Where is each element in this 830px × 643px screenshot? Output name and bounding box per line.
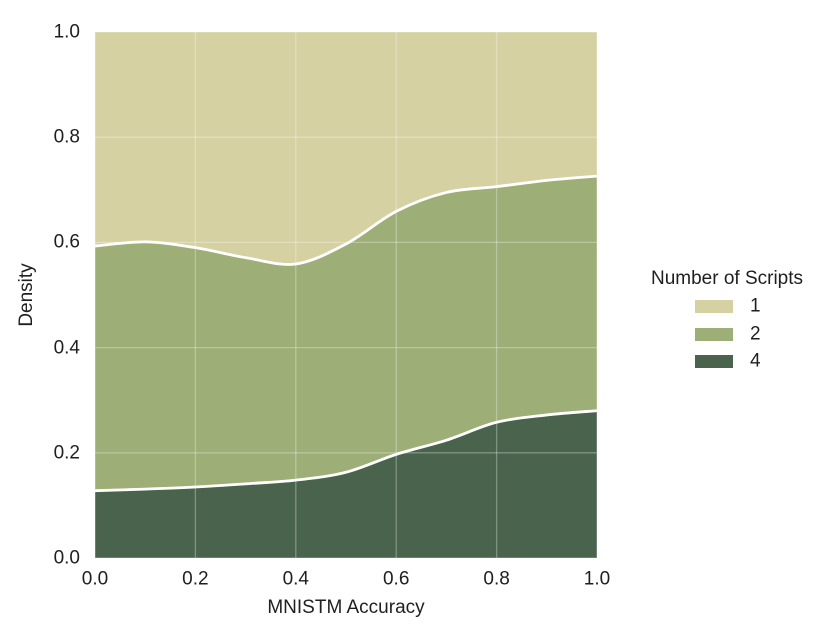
plot-area xyxy=(95,32,597,558)
boundary-line-series-2 xyxy=(95,174,597,266)
x-tick-label: 0.6 xyxy=(382,568,410,590)
y-tick-label: 0.8 xyxy=(53,126,80,148)
y-tick-label: 0.2 xyxy=(53,442,80,464)
legend-title: Number of Scripts xyxy=(650,268,804,289)
x-tick-label: 1.0 xyxy=(583,568,611,590)
legend-swatch-1 xyxy=(695,299,733,313)
x-axis-label: MNISTM Accuracy xyxy=(267,597,425,618)
legend-label-2: 2 xyxy=(750,323,761,345)
boundary-line-series-4 xyxy=(95,409,597,493)
y-axis-label: Density xyxy=(16,263,37,327)
y-tick-label: 0.4 xyxy=(53,337,80,359)
y-tick-label: 1.0 xyxy=(53,21,80,43)
legend-swatch-2 xyxy=(695,327,733,341)
x-tick-label: 0.0 xyxy=(81,568,109,590)
legend-label-1: 1 xyxy=(750,295,761,317)
x-tick-label: 0.2 xyxy=(182,568,209,590)
legend-label-4: 4 xyxy=(750,350,761,372)
area-series-4 xyxy=(95,410,597,558)
y-tick-label: 0.6 xyxy=(53,231,80,253)
legend-swatch-4 xyxy=(695,354,733,368)
x-tick-label: 0.8 xyxy=(483,568,510,590)
y-tick-label: 0.0 xyxy=(53,547,80,569)
x-tick-label: 0.4 xyxy=(282,568,310,590)
